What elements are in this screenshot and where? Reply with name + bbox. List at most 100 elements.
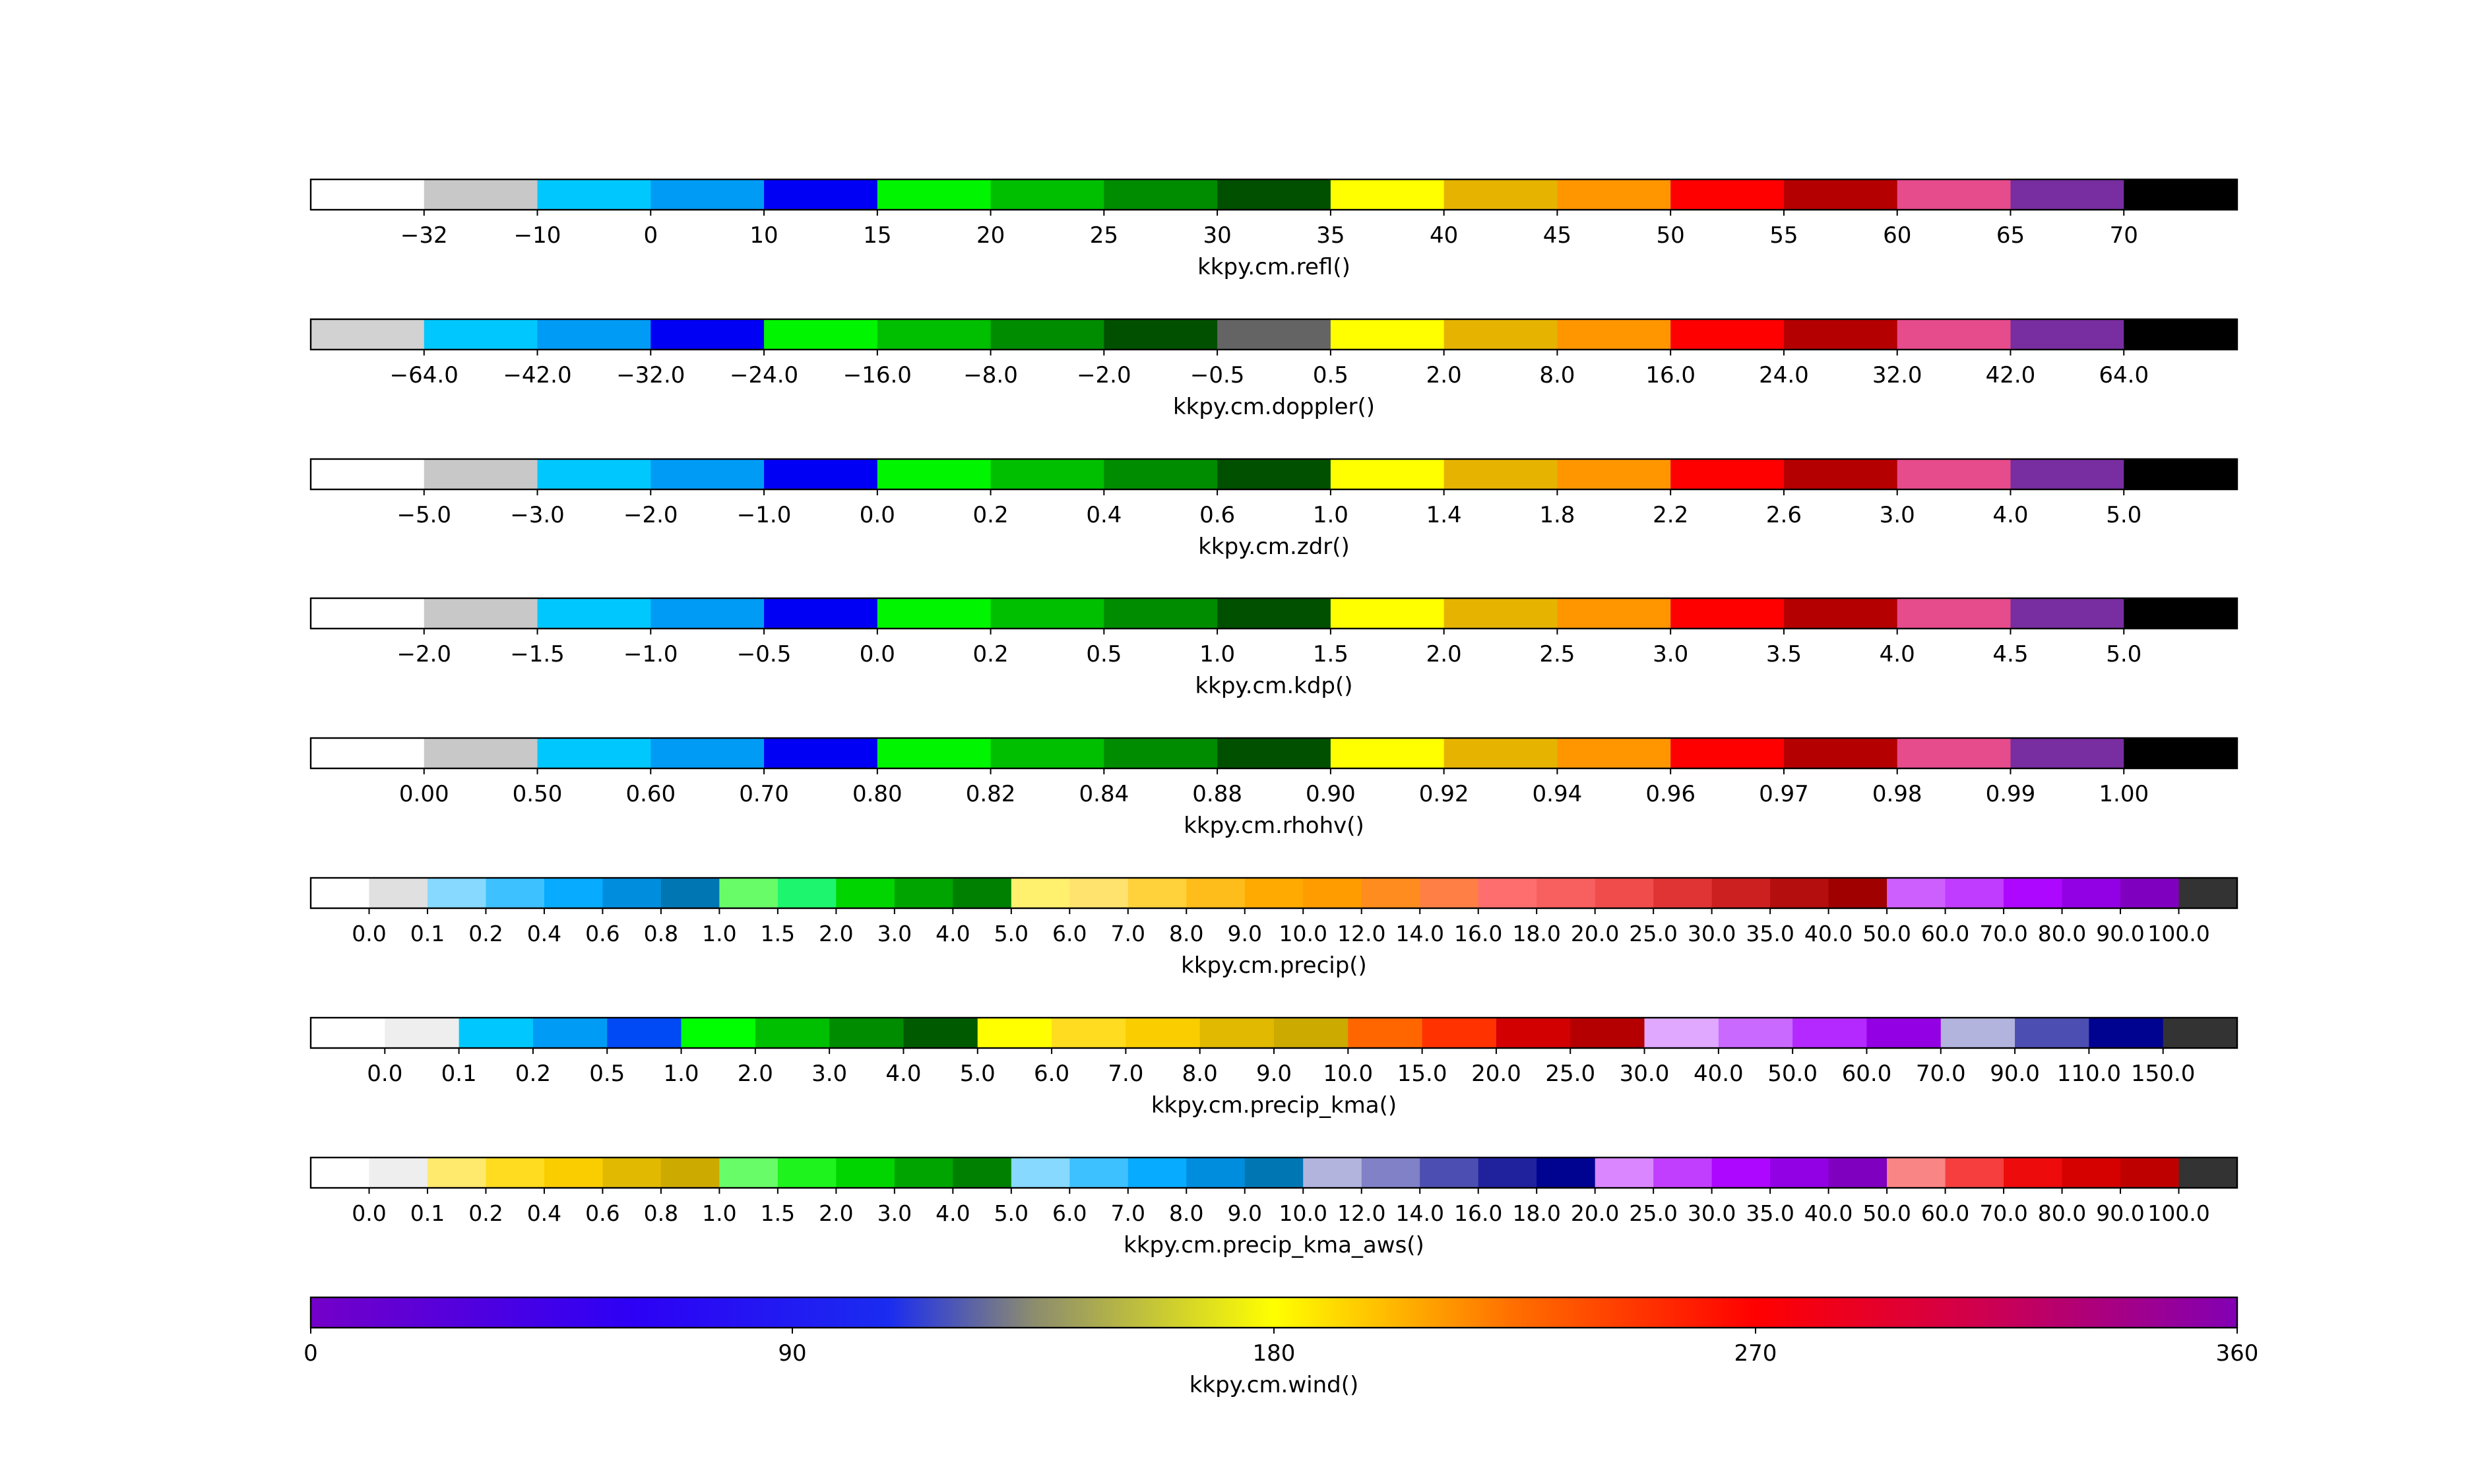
tick-label: 30.0 [1688,921,1736,946]
color-segment [1670,598,1785,629]
tick-label: 5.0 [994,1200,1029,1226]
tick-label: 5.0 [2106,641,2141,667]
tick-label: 55 [1769,222,1798,249]
tick-label: 90 [778,1340,806,1367]
tick-label: 0.98 [1872,781,1922,807]
color-segment [2015,1018,2089,1048]
color-segment [607,1018,682,1048]
tick-label: 10.0 [1279,1200,1327,1226]
color-segment [1330,179,1445,210]
tick-label: 42.0 [1986,362,2036,388]
tick-label: 6.0 [1052,921,1087,946]
tick-label: 3.0 [1880,502,1915,528]
color-segment [836,878,895,908]
tick-label: −2.0 [1077,362,1131,388]
tick-label: 18.0 [1512,921,1560,946]
color-segment [311,459,425,489]
tick-label: 3.5 [1766,641,1802,667]
color-segment [1897,738,2012,768]
tick-label: 12.0 [1337,1200,1385,1226]
tick-label: 80.0 [2038,1200,2086,1226]
color-segment [877,598,992,629]
color-segment [2010,738,2124,768]
tick-label: 4.0 [1992,502,2028,528]
color-segment [650,319,765,350]
tick-label: 360 [2216,1340,2259,1367]
tick-label: 2.0 [1426,641,1462,667]
tick-label: 25 [1090,222,1118,249]
tick-label: 1.0 [702,921,736,946]
color-segment [1897,319,2012,350]
colorbar: 0.0 0.1 0.2 0.4 0.6 0.8 1.0 1.5 2.0 3.0 4.0 5.0 6.0 7… [309,877,2238,979]
color-segment [369,878,428,908]
color-segment [2124,598,2238,629]
tick-label: 0.90 [1306,781,1356,807]
color-segment [1866,1018,1942,1048]
colormap-label: kkpy.cm.kdp() [1195,673,1352,699]
color-segment [1537,1158,1596,1188]
color-segment [1199,1018,1275,1048]
colorbar: −2.0 −1.5 −1.0 −0.5 0.0 0.2 0.5 1.0 1.5 2.0 2.5 3.0… [309,597,2238,699]
tick-label: 6.0 [1034,1061,1069,1087]
color-segment [424,319,538,350]
colorbar: −32 −10 0 10 15 20 25 30 35 40 45 50 55 60 65 70 kkpy.cm… [309,178,2238,280]
color-segment [1443,598,1558,629]
color-segment [537,179,651,210]
tick-label: 1.0 [663,1061,699,1087]
color-segment [1104,598,1218,629]
color-segment [1897,598,2012,629]
tick-label: −24.0 [730,362,798,388]
tick-label: 4.0 [885,1061,921,1087]
color-segment [1783,598,1898,629]
tick-label: 0.0 [367,1061,402,1087]
tick-label: 3.0 [1653,641,1688,667]
color-segment [1570,1018,1645,1048]
color-segment [537,598,651,629]
tick-label: −1.0 [623,641,678,667]
tick-label: 7.0 [1111,1200,1145,1226]
tick-label: 0.96 [1645,781,1696,807]
color-segment [1104,319,1218,350]
color-segment [2124,319,2238,350]
tick-label: 70.0 [1979,921,2027,946]
color-segment [1557,319,1671,350]
color-segment [1052,1018,1126,1048]
colorbar: −5.0 −3.0 −2.0 −1.0 0.0 0.2 0.4 0.6 1.0 1.4 1.8 2.2… [309,458,2238,560]
color-segment [990,179,1104,210]
tick-label: 0.00 [399,781,449,807]
color-segment [486,878,545,908]
tick-label: 4.0 [936,1200,970,1226]
tick-label: 40.0 [1804,921,1853,946]
color-segment [1330,598,1445,629]
color-segment [427,1158,487,1188]
tick-label: 2.0 [738,1061,773,1087]
color-segment [1186,1158,1246,1188]
tick-label: 16.0 [1645,362,1696,388]
tick-label: 15.0 [1397,1061,1447,1087]
color-segment [977,1018,1052,1048]
tick-label: 50 [1657,222,1685,249]
tick-label: 0 [643,222,658,249]
color-segment [650,738,765,768]
color-segment [2178,1158,2238,1188]
tick-label: 80.0 [2038,921,2086,946]
tick-label: 60 [1883,222,1911,249]
tick-label: 1.0 [1199,641,1235,667]
tick-label: 16.0 [1454,921,1502,946]
tick-label: 0.94 [1533,781,1583,807]
color-segment [602,878,662,908]
color-segment [311,1158,370,1188]
color-segment [2163,1018,2238,1048]
tick-label: 18.0 [1512,1200,1560,1226]
color-segment [1887,1158,1946,1188]
colorbar: −64.0 −42.0 −32.0 −24.0 −16.0 −8.0 −2.0 −0.5 0.5… [309,318,2238,420]
tick-label: 50.0 [1862,921,1911,946]
tick-label: 0.2 [973,502,1009,528]
tick-label: 0.6 [585,1200,619,1226]
tick-label: 10 [749,222,778,249]
tick-label: 9.0 [1228,921,1262,946]
colorbar-frame [309,877,2238,910]
tick-label: 10.0 [1279,921,1327,946]
color-segment [903,1018,978,1048]
color-segment [1557,179,1671,210]
